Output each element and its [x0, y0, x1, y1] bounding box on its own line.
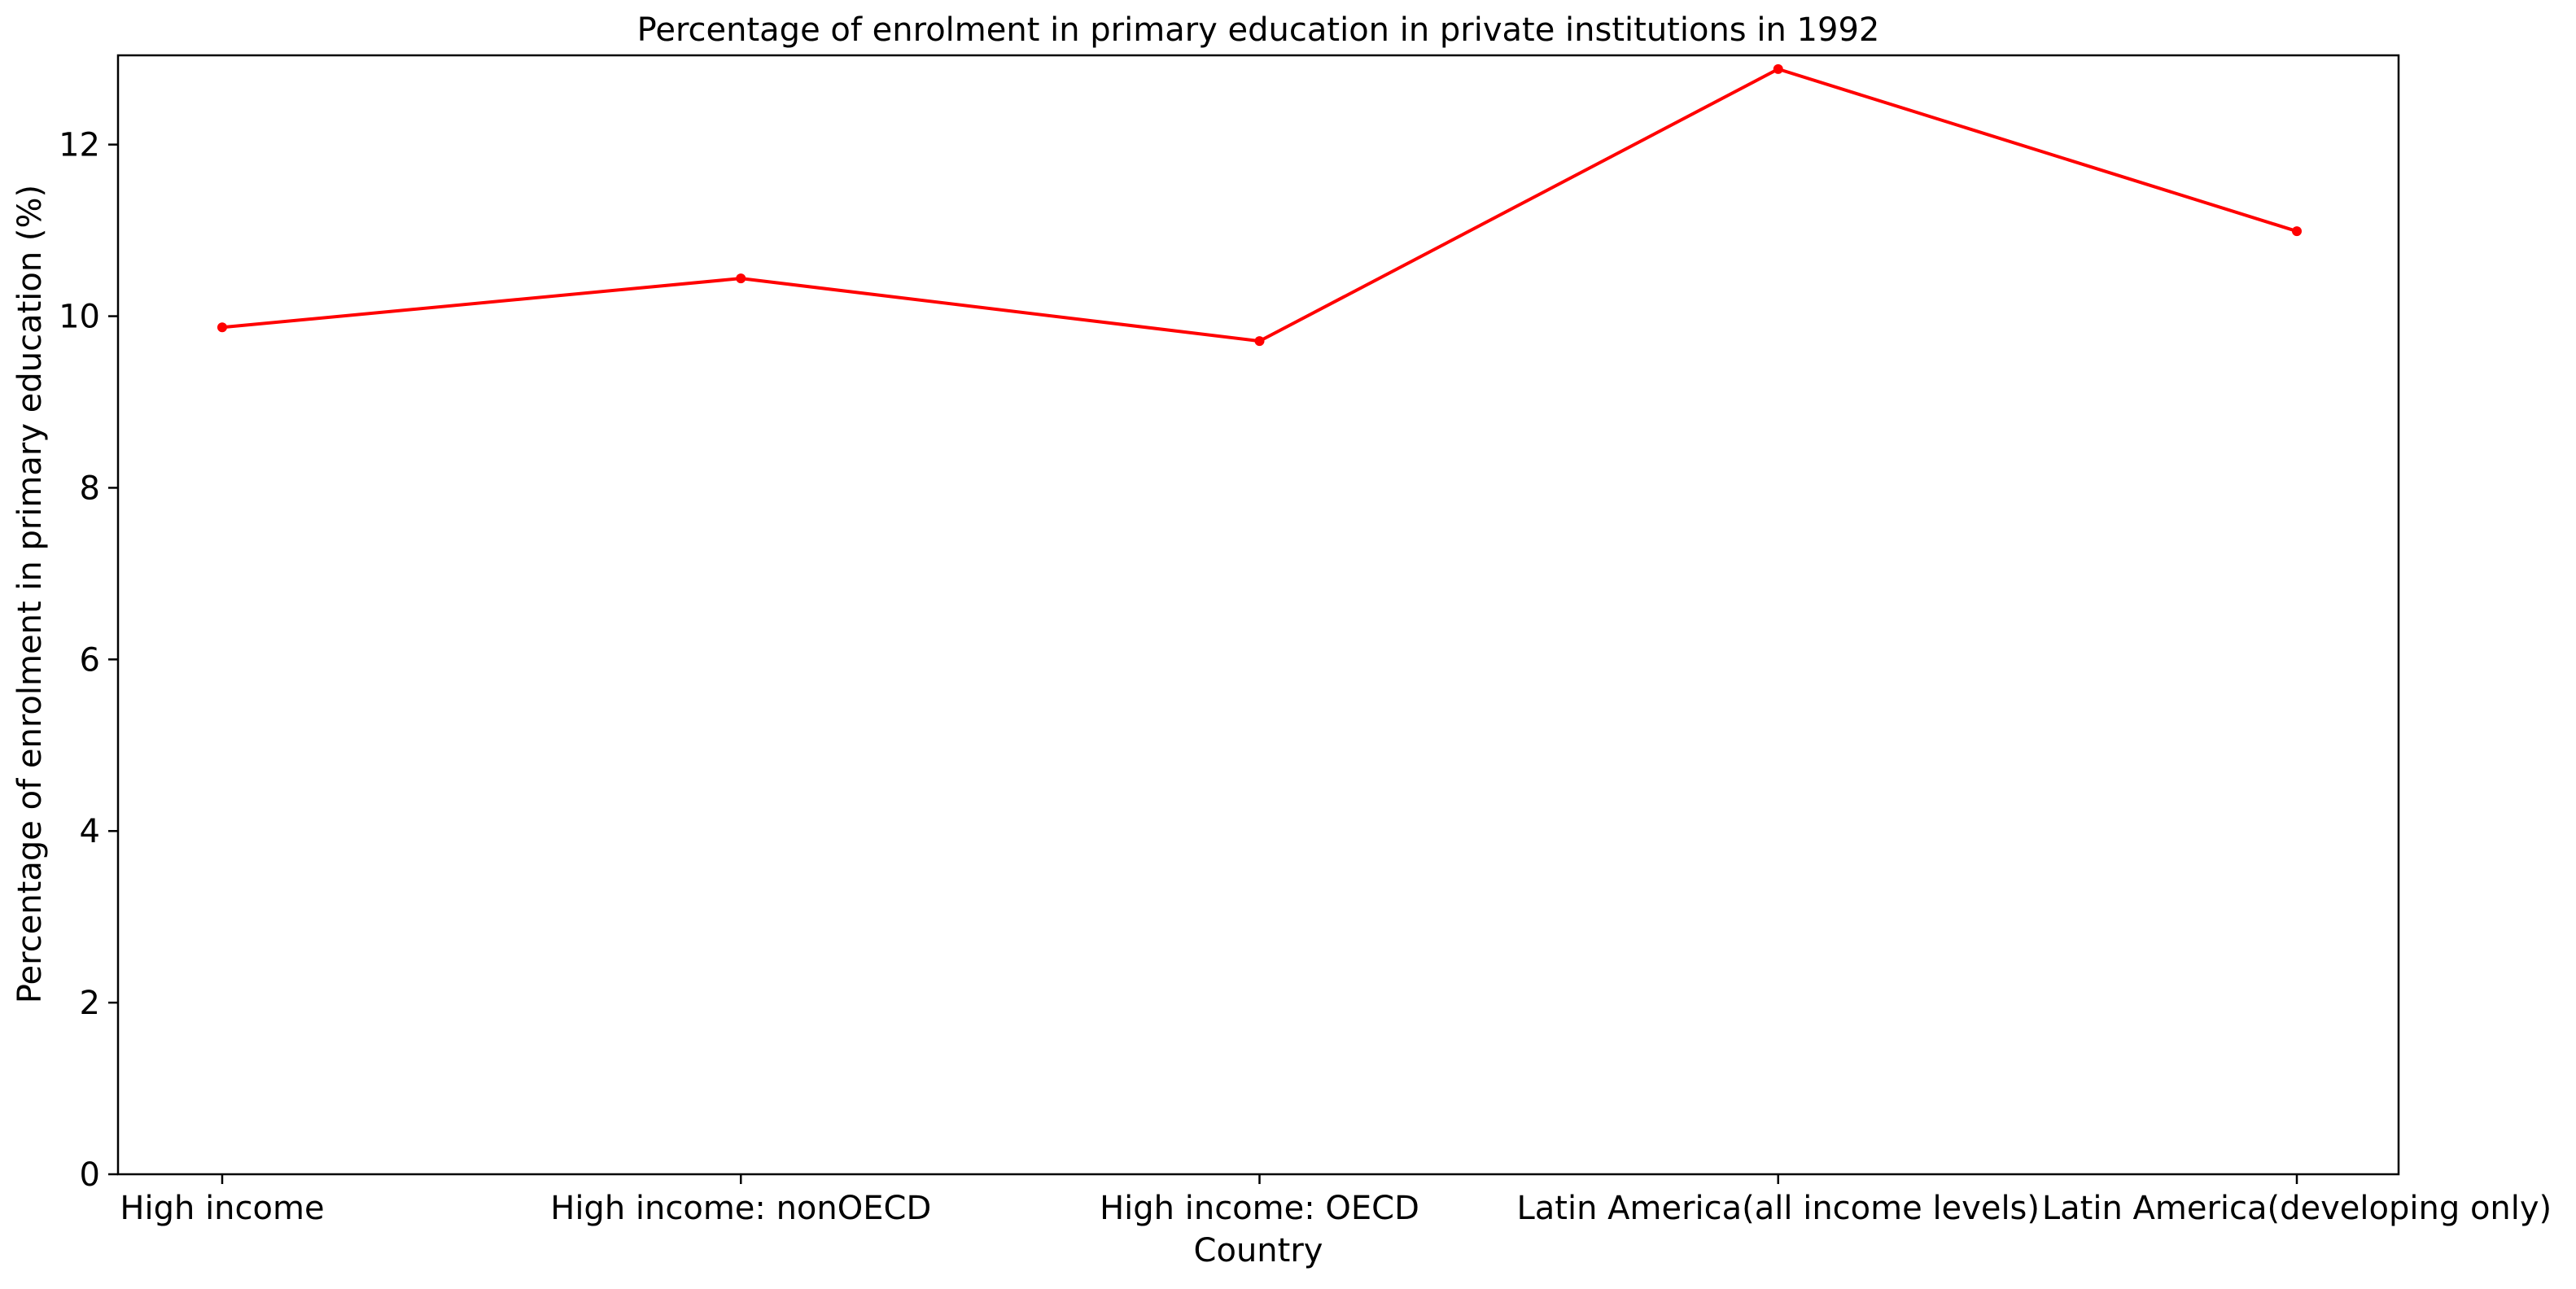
data-point [2292, 226, 2302, 237]
y-tick-label: 2 [80, 985, 100, 1022]
x-tick-label: Latin America(all income levels) [1517, 1190, 2040, 1227]
x-axis-label: Country [1194, 1232, 1323, 1269]
y-tick-label: 8 [80, 470, 100, 507]
series [217, 63, 2302, 347]
y-tick-label: 4 [80, 813, 100, 850]
y-tick-label: 12 [59, 127, 100, 164]
x-tick-label: High income [120, 1190, 324, 1227]
x-tick-label: High income: OECD [1100, 1190, 1419, 1227]
data-point [1254, 336, 1265, 347]
data-point [1773, 63, 1783, 74]
data-point [736, 273, 746, 284]
y-tick-label: 10 [59, 299, 100, 336]
series-line [221, 67, 2298, 343]
plot-frame [116, 54, 2400, 1176]
data-point [217, 322, 227, 333]
y-tick-label: 0 [80, 1156, 100, 1194]
x-tick-label: Latin America(developing only) [2042, 1190, 2552, 1227]
chart-title: Percentage of enrolment in primary educa… [637, 11, 1880, 49]
x-axis: High income High income: nonOECD High inco… [120, 1174, 2552, 1227]
x-tick-label: High income: nonOECD [550, 1190, 931, 1227]
y-axis-label: Percentage of enrolment in primary educa… [11, 185, 49, 1003]
y-tick-label: 6 [80, 641, 100, 679]
y-axis: 0 2 4 6 8 10 12 [59, 127, 118, 1194]
